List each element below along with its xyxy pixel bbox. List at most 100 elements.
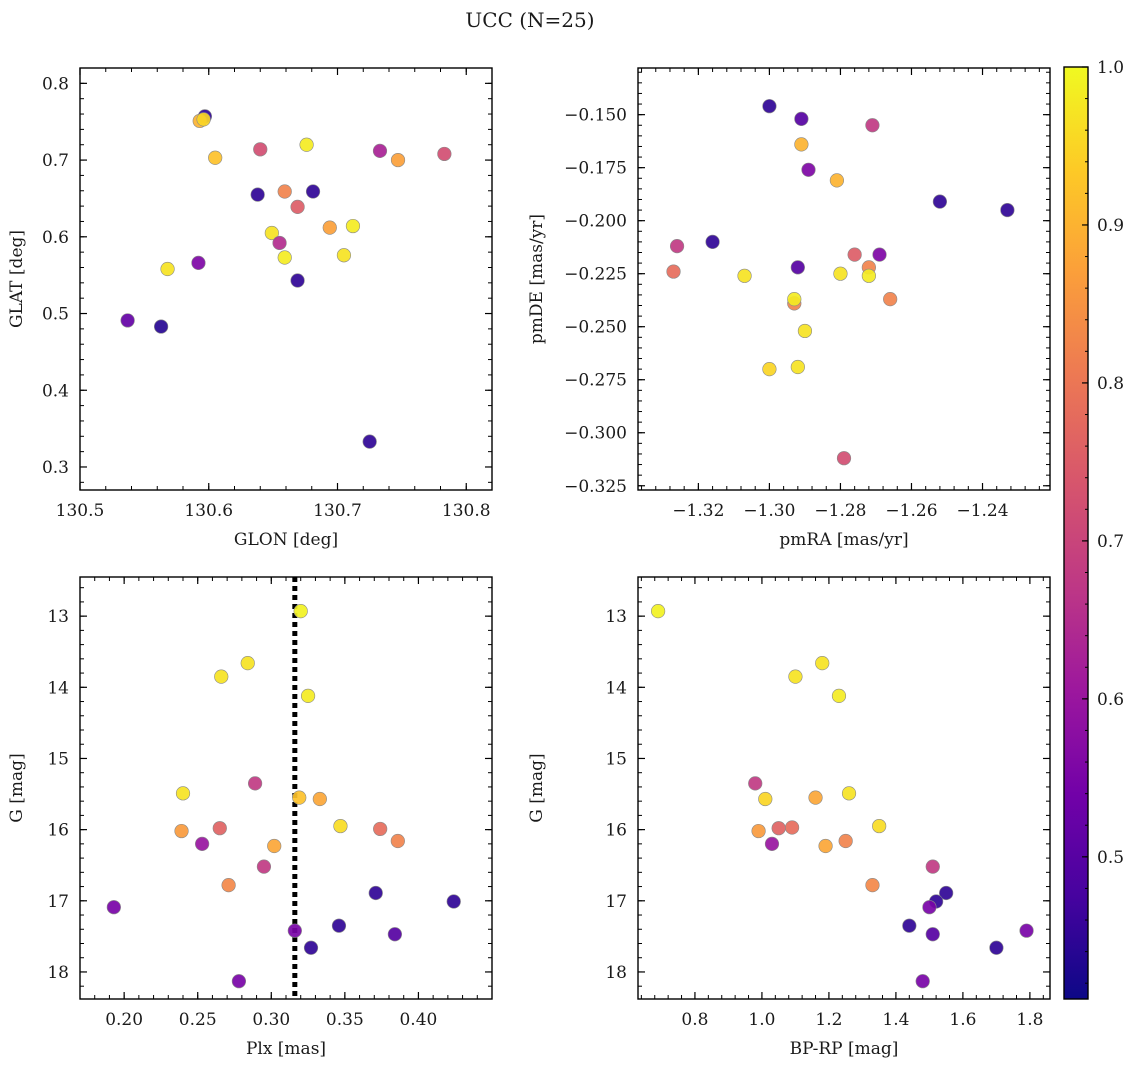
data-point	[373, 821, 388, 837]
y-tick-label: 18	[47, 963, 69, 983]
data-point	[303, 940, 319, 955]
x-tick-label: 0.30	[252, 1010, 290, 1030]
data-point	[758, 791, 773, 807]
data-point	[446, 894, 461, 909]
x-tick-label: 1.2	[815, 1010, 842, 1030]
y-tick-label: 16	[47, 821, 69, 841]
data-point	[831, 688, 847, 703]
x-tick-label: −1.32	[672, 501, 724, 521]
data-point	[305, 184, 321, 199]
x-tick-label: −1.24	[956, 501, 1008, 521]
y-tick-label: 0.3	[42, 458, 69, 478]
data-point	[292, 790, 307, 805]
data-point	[925, 859, 940, 874]
x-tick-label: 1.6	[949, 1010, 976, 1030]
y-tick-label: 15	[47, 749, 69, 769]
data-point	[808, 790, 823, 805]
data-point	[762, 362, 777, 377]
y-tick-label: −0.325	[564, 477, 627, 497]
data-point	[1019, 923, 1034, 938]
x-tick-label: 0.40	[399, 1010, 437, 1030]
data-point	[264, 225, 279, 241]
x-tick-label: −1.30	[743, 501, 795, 521]
data-point	[790, 359, 805, 375]
data-point	[787, 292, 802, 307]
data-point	[883, 292, 898, 307]
data-point	[847, 247, 862, 262]
x-axis-label: pmRA [mas/yr]	[779, 530, 908, 550]
data-point	[287, 923, 302, 938]
y-tick-label: 18	[605, 963, 627, 983]
y-tick-label: 16	[605, 821, 627, 841]
x-tick-label: 0.8	[681, 1010, 708, 1030]
data-point	[829, 173, 844, 188]
data-point	[191, 255, 206, 270]
x-tick-label: 0.20	[105, 1010, 143, 1030]
y-tick-label: 15	[605, 749, 627, 769]
data-point	[290, 199, 305, 214]
data-point	[818, 838, 833, 854]
y-tick-label: 17	[47, 892, 69, 912]
x-tick-label: 1.0	[748, 1010, 775, 1030]
colorbar-gradient	[1064, 67, 1088, 999]
data-point	[345, 218, 361, 234]
data-point	[277, 184, 292, 199]
y-axis-label: GLAT [deg]	[7, 230, 27, 328]
data-point	[915, 974, 930, 989]
data-point	[253, 142, 268, 157]
data-point	[784, 820, 800, 835]
data-point	[300, 688, 316, 703]
data-point	[932, 194, 947, 209]
x-tick-label: 130.7	[313, 501, 362, 521]
colorbar-tick-label: 0.9	[1097, 216, 1124, 236]
data-point	[221, 878, 236, 893]
data-point	[106, 900, 121, 915]
y-tick-label: −0.275	[564, 371, 627, 391]
data-point	[372, 143, 388, 158]
y-tick-label: −0.225	[564, 265, 627, 285]
data-point	[790, 260, 805, 275]
data-point	[925, 927, 940, 942]
colorbar-tick-label: 0.8	[1097, 374, 1124, 394]
colorbar-tick-label: 0.5	[1097, 848, 1124, 868]
data-point	[751, 823, 766, 839]
data-point	[764, 836, 780, 851]
colorbar-tick-label: 0.6	[1097, 690, 1124, 710]
y-axis-label: G [mag]	[527, 753, 547, 822]
data-point	[208, 150, 223, 165]
data-point	[154, 319, 169, 334]
colorbar-tick-label: 0.7	[1097, 532, 1124, 552]
scatter-panel-1: 130.5 130.6 130.7 130.8 0.3 0.4 0.5 0.6 0.7 0.8 GL…	[7, 67, 493, 550]
data-point	[989, 940, 1004, 955]
x-tick-label: −1.28	[814, 501, 866, 521]
y-tick-label: −0.175	[564, 159, 627, 179]
x-axis-label: Plx [mas]	[246, 1039, 326, 1059]
data-point	[362, 434, 377, 449]
data-point	[336, 248, 352, 263]
data-point	[666, 264, 681, 279]
data-point	[248, 776, 263, 791]
data-point	[312, 791, 327, 807]
x-tick-label: 0.35	[326, 1010, 364, 1030]
data-point	[214, 669, 229, 684]
data-point	[797, 323, 813, 339]
y-tick-label: 14	[605, 678, 627, 698]
data-point	[390, 152, 406, 168]
data-point	[902, 918, 917, 933]
data-point	[872, 247, 887, 262]
x-tick-label: 1.4	[882, 1010, 909, 1030]
data-point	[922, 900, 937, 915]
data-point	[838, 833, 853, 849]
colorbar-frame	[1063, 66, 1089, 1000]
data-point	[196, 112, 211, 127]
data-point	[212, 821, 227, 836]
data-point	[794, 137, 809, 152]
y-tick-label: −0.150	[564, 106, 627, 126]
data-point	[322, 220, 337, 235]
data-point	[1000, 202, 1015, 218]
data-point	[865, 118, 880, 133]
data-point	[771, 821, 786, 836]
axes-frame	[79, 67, 493, 491]
data-point	[299, 137, 314, 152]
